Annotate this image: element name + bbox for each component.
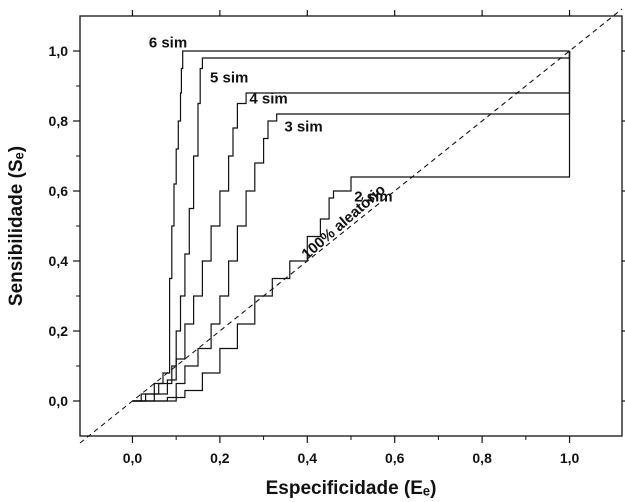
random-reference-line	[79, 8, 623, 444]
x-tick-label: 0,4	[298, 450, 318, 466]
y-tick-label: 0,2	[49, 323, 69, 339]
series-line-6-sim	[132, 50, 570, 402]
series-label-3-sim: 3 sim	[284, 119, 322, 136]
series-label-6-sim: 6 sim	[149, 35, 187, 52]
series-line-3-sim	[132, 51, 571, 402]
x-tick-label: 0,2	[210, 450, 230, 466]
y-tick-label: 0,8	[49, 113, 69, 129]
series-line-2-sim	[132, 51, 571, 402]
y-tick-label: 0,6	[49, 183, 69, 199]
series-label-4-sim: 4 sim	[249, 91, 287, 108]
series-label-5-sim: 5 sim	[210, 70, 248, 87]
x-tick-label: 0,6	[385, 450, 405, 466]
y-axis-title: Sensibilidade (Sₑ)	[6, 146, 27, 306]
series-line-5-sim	[132, 51, 571, 402]
x-tick-label: 0,8	[472, 450, 492, 466]
x-axis-title: Especificidade (Eₑ)	[266, 478, 437, 499]
x-tick-label: 0,0	[123, 450, 143, 466]
y-tick-label: 0,4	[49, 253, 69, 269]
random-reference-label: 100% aleatório	[298, 181, 388, 263]
y-tick-label: 0,0	[49, 393, 69, 409]
series-line-4-sim	[132, 51, 571, 402]
y-tick-label: 1,0	[49, 43, 69, 59]
x-tick-label: 1,0	[560, 450, 580, 466]
series-label-2-sim: 2 sim	[354, 189, 392, 206]
